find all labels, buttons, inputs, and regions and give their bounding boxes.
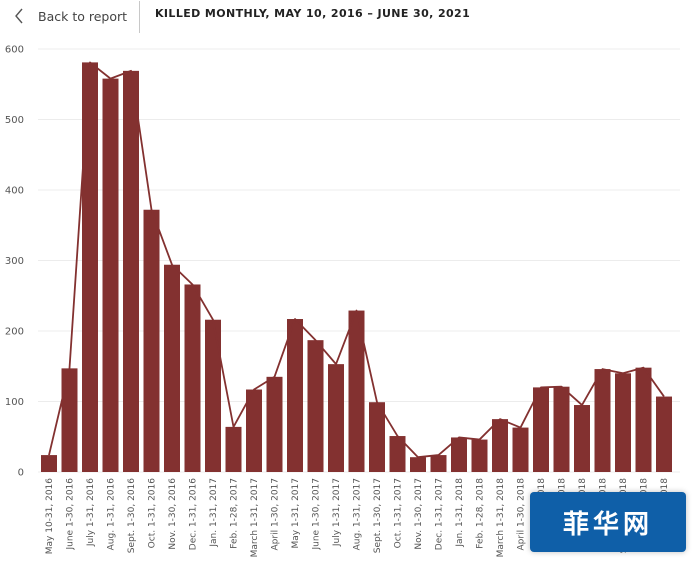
x-tick-label: Oct. 1-31, 2016 (148, 478, 158, 549)
chart-title: KILLED MONTHLY, MAY 10, 2016 – JUNE 30, … (155, 7, 471, 20)
x-tick-label: Sept. 1-30, 2016 (127, 478, 137, 554)
bar[interactable] (41, 455, 57, 472)
chevron-left-icon (15, 8, 23, 24)
bar[interactable] (492, 419, 508, 472)
x-tick-label: April 1-30, 2018 (517, 478, 527, 551)
back-to-report-button[interactable]: Back to report (14, 4, 127, 28)
bar[interactable] (61, 368, 78, 472)
bar[interactable] (164, 264, 180, 472)
bar[interactable] (369, 402, 385, 472)
bar[interactable] (389, 436, 406, 472)
x-tick-label: Feb. 1-28, 2017 (230, 478, 240, 549)
x-tick-label: Oct. 1-31, 2017 (394, 478, 404, 548)
bar[interactable] (307, 340, 324, 472)
header-divider (139, 1, 140, 33)
x-tick-label: Nov. 1-30, 2017 (414, 478, 424, 550)
report-header: Back to report KILLED MONTHLY, MAY 10, 2… (0, 0, 694, 34)
bar[interactable] (635, 367, 652, 472)
x-tick-label: Jan. 1-31, 2017 (209, 478, 219, 548)
y-axis-ticks: 0 100 200 300 400 500 600 (5, 45, 24, 479)
x-tick-label: Sept. 1-30, 2017 (373, 478, 383, 553)
x-tick-label: May 10-31, 2016 (45, 478, 55, 555)
bar[interactable] (143, 209, 160, 473)
x-tick-label: April 1-30, 2017 (271, 478, 281, 550)
bar[interactable] (246, 389, 262, 472)
y-tick-label: 300 (5, 256, 24, 267)
bar[interactable] (287, 319, 303, 472)
x-tick-label: July 1-31, 2017 (332, 478, 342, 547)
x-tick-label: Aug. 1-31, 2016 (107, 478, 117, 551)
x-tick-label: Feb. 1-28, 2018 (476, 478, 486, 549)
bar[interactable] (553, 386, 570, 472)
bar[interactable] (656, 396, 672, 472)
x-tick-label: Dec. 1-31, 2017 (435, 478, 445, 550)
bar-series (41, 62, 672, 473)
x-tick-label: Dec. 1-31, 2016 (189, 478, 199, 550)
bar[interactable] (184, 284, 201, 472)
y-tick-label: 400 (5, 186, 24, 197)
line-series (48, 61, 665, 459)
y-tick-label: 100 (5, 397, 24, 408)
bar[interactable] (471, 439, 488, 472)
bar[interactable] (512, 427, 529, 472)
y-tick-label: 200 (5, 327, 24, 338)
x-tick-label: March 1-31, 2017 (250, 478, 260, 557)
bar[interactable] (430, 455, 447, 472)
bar[interactable] (410, 457, 426, 472)
bar[interactable] (102, 78, 119, 473)
bar[interactable] (225, 426, 242, 472)
bar[interactable] (205, 319, 221, 472)
bar[interactable] (594, 369, 611, 472)
x-tick-label: Jan. 1-31, 2018 (455, 478, 465, 548)
x-tick-label: July 1-31, 2016 (86, 478, 96, 547)
x-tick-label: March 1-31, 2018 (496, 478, 506, 558)
trend-line (48, 61, 665, 459)
y-tick-label: 0 (18, 468, 24, 479)
bar[interactable] (266, 376, 283, 472)
x-tick-label: June 1-30, 2017 (312, 478, 322, 551)
bar[interactable] (348, 310, 365, 472)
back-label: Back to report (38, 8, 128, 24)
bar[interactable] (533, 387, 549, 472)
bar[interactable] (574, 405, 590, 472)
x-tick-label: Aug. 1-31, 2017 (353, 478, 363, 550)
y-tick-label: 500 (5, 115, 24, 126)
bar[interactable] (328, 364, 344, 472)
x-tick-label: May 1-31, 2017 (291, 478, 301, 549)
bar[interactable] (82, 62, 98, 473)
y-tick-label: 600 (5, 45, 24, 56)
bar[interactable] (123, 70, 139, 472)
x-tick-label: June 1-30, 2016 (66, 478, 76, 551)
x-tick-label: Nov. 1-30, 2016 (168, 478, 178, 550)
watermark-logo: 菲华网 (530, 492, 686, 552)
bar[interactable] (451, 437, 467, 472)
bar[interactable] (615, 373, 631, 472)
